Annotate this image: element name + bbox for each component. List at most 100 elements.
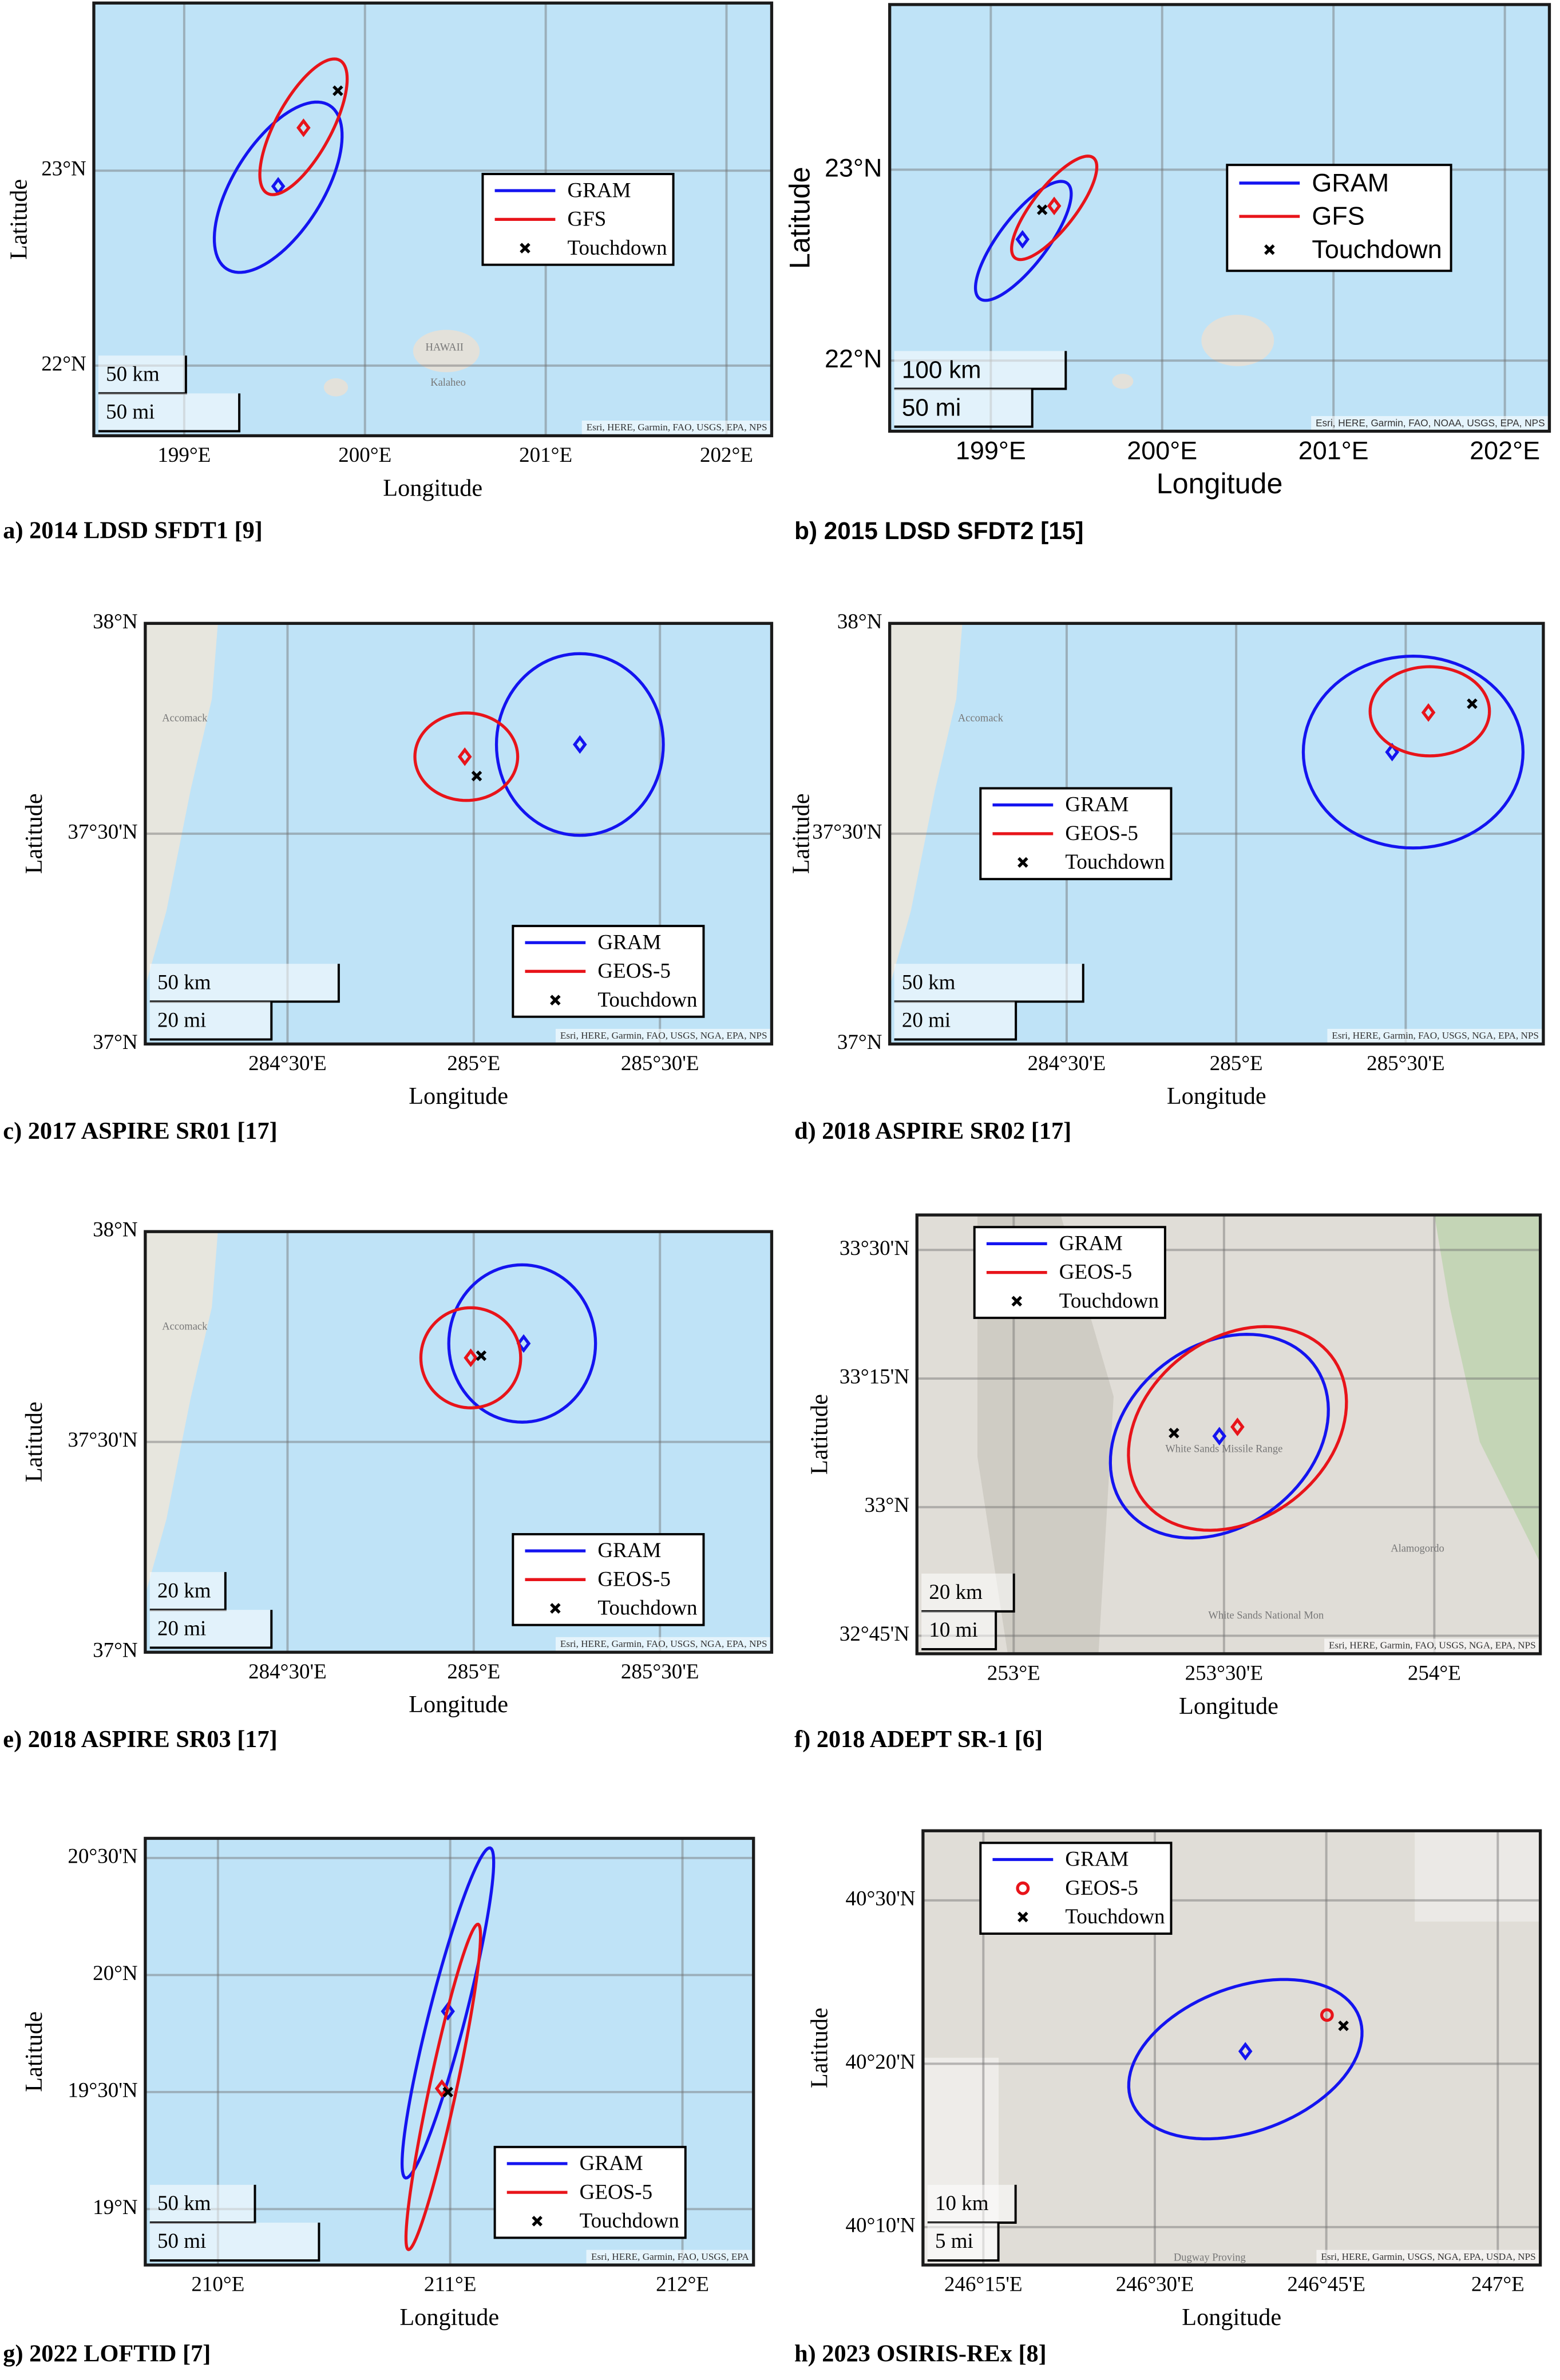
scale-bar xyxy=(149,1001,273,1041)
map-label: White Sands Missile Range xyxy=(1165,1443,1282,1455)
x-tick-label: 253°30'E xyxy=(1185,1661,1264,1685)
legend-label: GEOS-5 xyxy=(597,960,670,983)
y-axis-label: Latitude xyxy=(788,793,815,874)
attribution-bg xyxy=(1327,1028,1543,1044)
y-tick-label: 37°N xyxy=(837,1031,882,1054)
legend-swatch xyxy=(550,1603,561,1614)
map-label: HAWAII xyxy=(426,342,464,353)
attribution-bg xyxy=(581,421,772,436)
legend: GRAM GEOS-5 Touchdown xyxy=(512,1533,705,1626)
x-axis-label: Longitude xyxy=(409,1691,508,1718)
map-label: Alamogordo xyxy=(1391,1543,1444,1555)
scale-bar xyxy=(149,2223,320,2262)
x-axis-label: Longitude xyxy=(1157,468,1283,500)
map-panel: Accomack 50 km 20 mi Esri, HERE, Garmin, FA… xyxy=(788,610,1545,1145)
scale-bar-label: 20 mi xyxy=(157,1617,206,1640)
map-label: Accomack xyxy=(162,1321,208,1332)
scale-bar-label: 5 mi xyxy=(935,2229,973,2253)
dispersion-ellipse xyxy=(413,711,520,802)
x-axis-label: Longitude xyxy=(383,474,482,501)
legend-label: GRAM xyxy=(597,1539,661,1562)
x-axis-label: Longitude xyxy=(1167,1083,1266,1110)
y-axis-label: Latitude xyxy=(21,1401,47,1482)
attribution-bg xyxy=(586,2250,754,2266)
scale-bar-bg xyxy=(149,1610,272,1648)
land xyxy=(1201,314,1274,366)
legend-label: Touchdown xyxy=(597,988,697,1012)
y-tick-label: 23°N xyxy=(825,153,882,182)
legend-swatch xyxy=(520,243,530,254)
x-tick-label: 202°E xyxy=(700,443,753,467)
point-marker xyxy=(1047,196,1062,216)
y-axis-label: Latitude xyxy=(806,2007,833,2088)
scale-bar xyxy=(894,389,1034,428)
map-label: Accomack xyxy=(958,712,1004,724)
y-axis-label: Latitude xyxy=(21,793,47,874)
point-marker xyxy=(332,85,343,96)
land xyxy=(323,378,349,397)
legend-swatch xyxy=(1016,1881,1030,1895)
x-tick-label: 285°E xyxy=(447,1660,500,1684)
dispersion-ellipse xyxy=(494,652,665,837)
point-marker xyxy=(1238,2042,1253,2061)
point-marker xyxy=(1230,1417,1245,1436)
map-area: Accomack 50 km 20 mi Esri, HERE, Garmin, FA… xyxy=(889,623,1543,1044)
legend: GRAM GEOS-5 Touchdown xyxy=(973,1226,1166,1319)
legend-label: GRAM xyxy=(1065,793,1129,817)
scale-bar-bg xyxy=(149,964,339,1002)
x-tick-label: 284°30'E xyxy=(248,1052,327,1075)
dispersion-ellipse xyxy=(1108,1333,1330,1540)
x-tick-label: 201°E xyxy=(1298,435,1369,465)
x-tick-label: 212°E xyxy=(656,2273,709,2296)
legend-label: GRAM xyxy=(1059,1232,1123,1256)
legend-label: Touchdown xyxy=(1312,235,1442,264)
dispersion-ellipse xyxy=(447,1263,597,1424)
scale-bar-bg xyxy=(894,964,1083,1002)
legend-label: GEOS-5 xyxy=(1059,1261,1132,1284)
scale-bar-label: 50 km xyxy=(157,971,211,994)
map-panel: Accomack 50 km 20 mi Esri, HERE, Garmin, FA… xyxy=(3,610,774,1145)
x-axis-label: Longitude xyxy=(1182,2304,1281,2331)
y-tick-label: 37°N xyxy=(93,1031,138,1054)
point-marker xyxy=(442,2086,453,2098)
legend-label: GRAM xyxy=(568,179,631,202)
point-marker xyxy=(476,1350,487,1361)
land xyxy=(1112,374,1134,389)
legend: GRAM GEOS-5 Touchdown xyxy=(979,787,1173,881)
dispersion-ellipse xyxy=(212,100,344,274)
legend-label: GRAM xyxy=(1065,1848,1129,1871)
panel-caption: f) 2018 ADEPT SR-1 [6] xyxy=(794,1726,1043,1753)
scale-bar-label: 100 km xyxy=(902,356,981,383)
legend-swatch xyxy=(1017,1911,1028,1923)
attribution-bg xyxy=(1316,2250,1541,2266)
attribution: Esri, HERE, Garmin, FAO, NOAA, USGS, EPA… xyxy=(1316,417,1545,429)
x-tick-label: 200°E xyxy=(338,443,391,467)
attribution-bg xyxy=(1324,1638,1541,1654)
legend: GRAM GEOS-5 Touchdown xyxy=(512,925,705,1018)
scale-bar-bg xyxy=(927,2223,999,2261)
land xyxy=(145,1231,218,1595)
map-label: Dugway Proving xyxy=(1174,2252,1246,2263)
legend-label: GRAM xyxy=(1312,168,1389,197)
scale-bar-bg xyxy=(927,2184,1016,2223)
attribution: Esri, HERE, Garmin, FAO, USGS, EPA, NPS xyxy=(587,422,767,433)
dispersion-ellipse xyxy=(1127,1325,1348,1532)
scale-bar-label: 50 mi xyxy=(157,2229,206,2253)
scale-bar-label: 20 mi xyxy=(902,1009,951,1032)
land xyxy=(413,330,480,373)
scale-bar-label: 50 mi xyxy=(106,401,155,424)
scale-bar-label: 50 km xyxy=(902,971,956,994)
map-panel: 100 km 50 mi Esri, HERE, Garmin, FAO, NOAA… xyxy=(784,3,1551,544)
scale-bar-bg xyxy=(921,1573,1014,1611)
y-tick-label: 40°10'N xyxy=(845,2213,915,2237)
point-marker xyxy=(1212,1427,1227,1446)
y-tick-label: 37°30'N xyxy=(68,1428,137,1452)
point-marker xyxy=(471,770,482,782)
attribution-bg xyxy=(1311,416,1550,431)
y-tick-label: 19°N xyxy=(93,2196,138,2219)
point-marker xyxy=(1036,204,1048,215)
y-tick-label: 33°15'N xyxy=(840,1365,909,1388)
panel-caption: g) 2022 LOFTID [7] xyxy=(3,2340,211,2367)
y-tick-label: 22°N xyxy=(41,352,86,375)
